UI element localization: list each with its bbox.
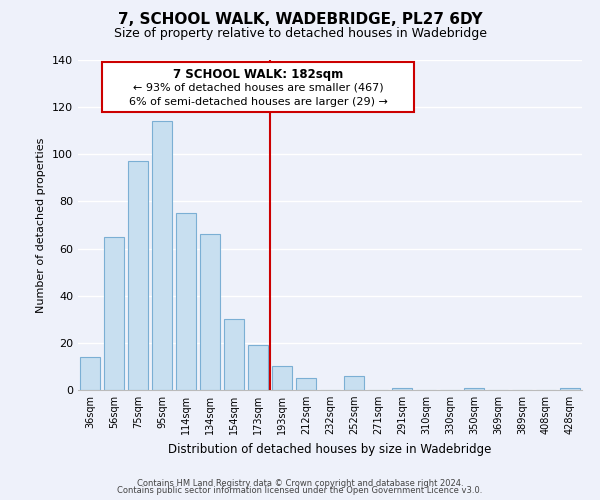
Text: ← 93% of detached houses are smaller (467): ← 93% of detached houses are smaller (46… xyxy=(133,82,383,92)
Text: Contains HM Land Registry data © Crown copyright and database right 2024.: Contains HM Land Registry data © Crown c… xyxy=(137,478,463,488)
Bar xyxy=(104,237,124,390)
Bar xyxy=(224,320,244,390)
Text: Contains public sector information licensed under the Open Government Licence v3: Contains public sector information licen… xyxy=(118,486,482,495)
FancyBboxPatch shape xyxy=(102,62,414,112)
Y-axis label: Number of detached properties: Number of detached properties xyxy=(37,138,46,312)
Bar xyxy=(296,378,316,390)
Text: 7, SCHOOL WALK, WADEBRIDGE, PL27 6DY: 7, SCHOOL WALK, WADEBRIDGE, PL27 6DY xyxy=(118,12,482,28)
Bar xyxy=(80,357,100,390)
Bar xyxy=(176,213,196,390)
Bar xyxy=(560,388,580,390)
Bar xyxy=(152,122,172,390)
X-axis label: Distribution of detached houses by size in Wadebridge: Distribution of detached houses by size … xyxy=(169,442,491,456)
Bar xyxy=(128,162,148,390)
Bar xyxy=(344,376,364,390)
Bar xyxy=(200,234,220,390)
Bar xyxy=(272,366,292,390)
Text: Size of property relative to detached houses in Wadebridge: Size of property relative to detached ho… xyxy=(113,28,487,40)
Bar xyxy=(464,388,484,390)
Text: 7 SCHOOL WALK: 182sqm: 7 SCHOOL WALK: 182sqm xyxy=(173,68,343,81)
Bar xyxy=(248,345,268,390)
Bar xyxy=(392,388,412,390)
Text: 6% of semi-detached houses are larger (29) →: 6% of semi-detached houses are larger (2… xyxy=(128,96,388,106)
